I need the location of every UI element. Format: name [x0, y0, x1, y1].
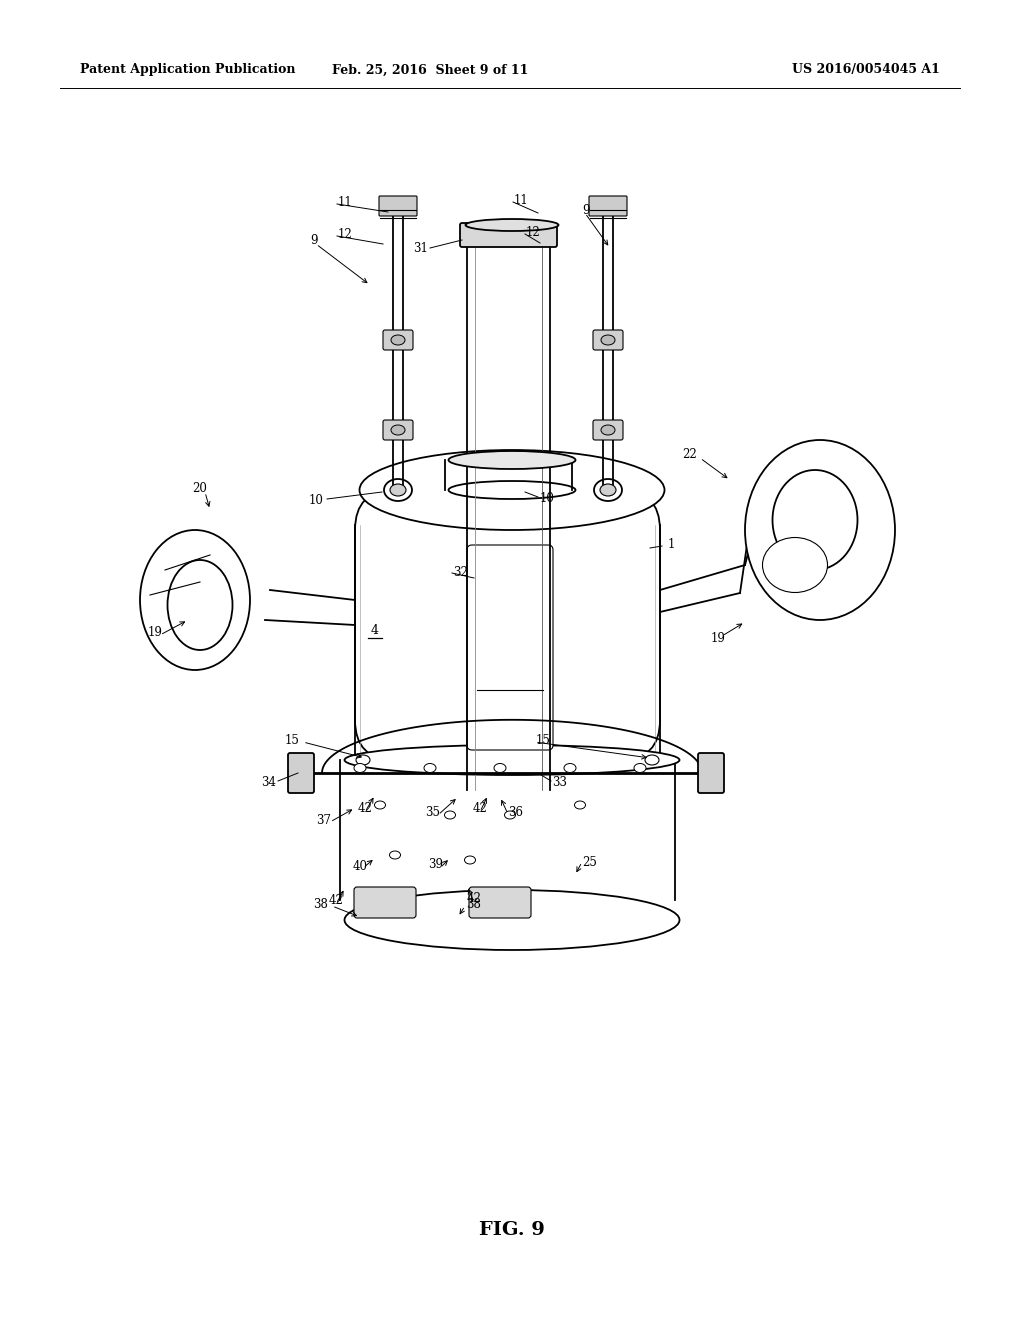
- Text: 42: 42: [472, 801, 487, 814]
- Text: 42: 42: [467, 891, 481, 904]
- FancyBboxPatch shape: [379, 195, 417, 216]
- Ellipse shape: [466, 219, 558, 231]
- FancyBboxPatch shape: [698, 752, 724, 793]
- Text: Patent Application Publication: Patent Application Publication: [80, 63, 296, 77]
- Text: 34: 34: [261, 776, 276, 788]
- Ellipse shape: [390, 484, 406, 496]
- FancyBboxPatch shape: [469, 887, 531, 917]
- Ellipse shape: [601, 335, 615, 345]
- Text: 9: 9: [310, 234, 317, 247]
- FancyBboxPatch shape: [354, 887, 416, 917]
- Text: 19: 19: [147, 626, 163, 639]
- Text: 12: 12: [338, 228, 352, 242]
- Ellipse shape: [772, 470, 857, 570]
- Text: 19: 19: [711, 631, 725, 644]
- Ellipse shape: [444, 810, 456, 818]
- Text: 9: 9: [582, 203, 590, 216]
- FancyBboxPatch shape: [355, 490, 660, 760]
- Ellipse shape: [359, 450, 665, 531]
- Text: 4: 4: [371, 623, 379, 636]
- Text: 15: 15: [285, 734, 300, 747]
- Text: 31: 31: [413, 242, 428, 255]
- Ellipse shape: [564, 763, 575, 772]
- Ellipse shape: [140, 531, 250, 671]
- Text: 20: 20: [193, 482, 208, 495]
- Ellipse shape: [391, 335, 406, 345]
- Ellipse shape: [344, 744, 680, 775]
- Ellipse shape: [601, 425, 615, 436]
- Ellipse shape: [645, 755, 659, 766]
- Text: 38: 38: [313, 899, 328, 912]
- Ellipse shape: [356, 755, 370, 766]
- Text: 1: 1: [668, 539, 676, 552]
- FancyBboxPatch shape: [460, 223, 557, 247]
- Ellipse shape: [391, 425, 406, 436]
- Text: 25: 25: [582, 855, 597, 869]
- Text: US 2016/0054045 A1: US 2016/0054045 A1: [793, 63, 940, 77]
- Ellipse shape: [763, 537, 827, 593]
- Ellipse shape: [505, 810, 515, 818]
- Text: 36: 36: [508, 805, 523, 818]
- Ellipse shape: [424, 763, 436, 772]
- Ellipse shape: [494, 763, 506, 772]
- Ellipse shape: [574, 801, 586, 809]
- Text: 40: 40: [352, 859, 368, 873]
- FancyBboxPatch shape: [383, 420, 413, 440]
- Text: 39: 39: [428, 858, 443, 871]
- Text: 11: 11: [514, 194, 528, 206]
- Ellipse shape: [389, 851, 400, 859]
- Text: 11: 11: [338, 195, 352, 209]
- FancyBboxPatch shape: [383, 330, 413, 350]
- Text: 35: 35: [426, 805, 440, 818]
- Text: 33: 33: [552, 776, 567, 788]
- Text: 32: 32: [453, 565, 468, 578]
- Text: 22: 22: [683, 449, 697, 462]
- Ellipse shape: [634, 763, 646, 772]
- Text: 10: 10: [308, 494, 323, 507]
- Ellipse shape: [600, 484, 616, 496]
- FancyBboxPatch shape: [288, 752, 314, 793]
- FancyBboxPatch shape: [589, 195, 627, 216]
- Ellipse shape: [449, 451, 575, 469]
- Ellipse shape: [344, 890, 680, 950]
- Ellipse shape: [465, 855, 475, 865]
- Text: 12: 12: [526, 226, 541, 239]
- Text: 15: 15: [536, 734, 551, 747]
- Ellipse shape: [449, 480, 575, 499]
- FancyBboxPatch shape: [467, 545, 553, 750]
- Ellipse shape: [745, 440, 895, 620]
- FancyBboxPatch shape: [593, 420, 623, 440]
- Text: Feb. 25, 2016  Sheet 9 of 11: Feb. 25, 2016 Sheet 9 of 11: [332, 63, 528, 77]
- Text: 10: 10: [540, 491, 555, 504]
- Ellipse shape: [354, 763, 366, 772]
- Text: 42: 42: [329, 894, 343, 907]
- Text: 38: 38: [466, 899, 481, 912]
- Text: 42: 42: [357, 801, 373, 814]
- FancyBboxPatch shape: [593, 330, 623, 350]
- Ellipse shape: [375, 801, 385, 809]
- Text: 37: 37: [316, 813, 332, 826]
- Ellipse shape: [168, 560, 232, 649]
- Text: FIG. 9: FIG. 9: [479, 1221, 545, 1239]
